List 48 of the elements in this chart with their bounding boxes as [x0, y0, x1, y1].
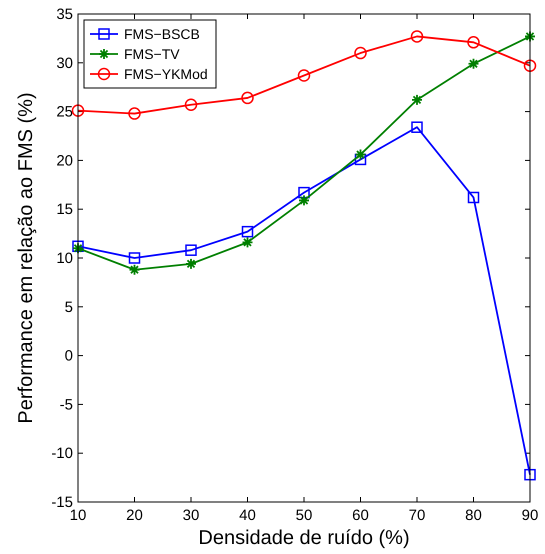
point: [242, 236, 254, 248]
point: [467, 36, 480, 49]
point: [468, 192, 480, 204]
y-tick-label: 15: [56, 201, 73, 218]
y-tick-label: 5: [64, 298, 73, 316]
point: [242, 226, 254, 238]
y-tick-label: -10: [51, 445, 73, 462]
y-tick-label: 10: [56, 250, 73, 267]
y-tick-label: 30: [56, 54, 73, 72]
x-tick-label: 50: [296, 507, 312, 524]
point: [128, 252, 140, 264]
point: [411, 94, 423, 106]
y-tick-label: 20: [56, 152, 73, 170]
x-tick-label: 60: [352, 507, 369, 524]
point: [298, 69, 310, 82]
point: [72, 104, 84, 117]
point: [354, 148, 366, 160]
legend-label: FMS−TV: [124, 46, 180, 62]
point: [298, 194, 310, 206]
x-tick-label: 90: [522, 507, 538, 524]
x-tick-label: 30: [182, 507, 200, 524]
x-tick-label: 80: [465, 507, 482, 524]
x-tick-label: 40: [239, 507, 256, 524]
point: [184, 98, 198, 112]
legend-label: FMS−BSCB: [124, 26, 200, 42]
y-tick-label: 25: [56, 104, 73, 121]
point: [354, 46, 367, 60]
x-tick-label: 70: [408, 507, 426, 524]
point: [524, 30, 536, 42]
y-axis-title: Performance em relação ao FMS (%): [15, 92, 37, 424]
point: [185, 244, 197, 256]
legend-label: FMS−YKMod: [124, 66, 208, 82]
point: [241, 92, 254, 104]
point: [128, 107, 141, 120]
point: [298, 186, 310, 198]
x-axis-title: Densidade de ruído (%): [198, 527, 410, 549]
y-tick-label: 35: [56, 6, 73, 23]
y-tick-label: -5: [60, 396, 73, 414]
point: [524, 468, 536, 480]
point: [411, 121, 423, 133]
point: [410, 30, 424, 43]
point: [128, 264, 140, 276]
x-tick-label: 20: [126, 507, 143, 524]
y-tick-label: 0: [64, 348, 73, 365]
point: [468, 58, 480, 70]
point: [524, 59, 536, 72]
y-tick-label: -15: [51, 494, 73, 511]
point: [185, 258, 197, 270]
